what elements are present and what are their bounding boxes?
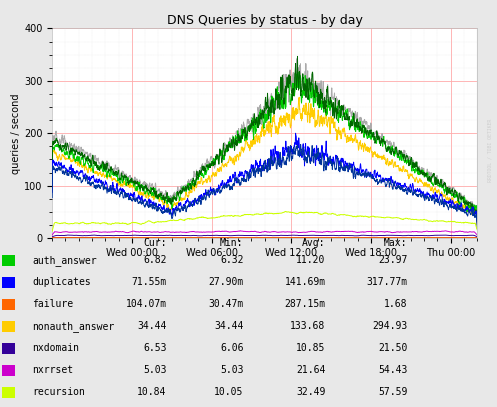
Text: 34.44: 34.44	[214, 322, 244, 331]
Text: 6.06: 6.06	[220, 344, 244, 353]
Text: 57.59: 57.59	[378, 387, 408, 397]
Text: 317.77m: 317.77m	[366, 278, 408, 287]
Text: Cur:: Cur:	[143, 238, 166, 248]
Text: 133.68: 133.68	[290, 322, 326, 331]
Text: 11.20: 11.20	[296, 256, 326, 265]
Text: 6.82: 6.82	[143, 256, 166, 265]
Text: 141.69m: 141.69m	[284, 278, 326, 287]
Y-axis label: queries / second: queries / second	[11, 93, 21, 173]
Text: 6.53: 6.53	[143, 344, 166, 353]
Text: 104.07m: 104.07m	[125, 300, 166, 309]
Text: 27.90m: 27.90m	[208, 278, 244, 287]
Text: duplicates: duplicates	[32, 278, 91, 287]
Text: nxdomain: nxdomain	[32, 344, 80, 353]
Text: recursion: recursion	[32, 387, 85, 397]
Text: 294.93: 294.93	[372, 322, 408, 331]
Text: auth_answer: auth_answer	[32, 255, 97, 266]
Text: 30.47m: 30.47m	[208, 300, 244, 309]
Text: 5.03: 5.03	[143, 365, 166, 375]
Text: 21.50: 21.50	[378, 344, 408, 353]
Text: 71.55m: 71.55m	[131, 278, 166, 287]
Text: Avg:: Avg:	[302, 238, 326, 248]
Text: 10.84: 10.84	[137, 387, 166, 397]
Text: Min:: Min:	[220, 238, 244, 248]
Text: 21.64: 21.64	[296, 365, 326, 375]
Text: 287.15m: 287.15m	[284, 300, 326, 309]
Text: RRDTOOL / TOBI OETIKER: RRDTOOL / TOBI OETIKER	[487, 119, 492, 182]
Text: nxrrset: nxrrset	[32, 365, 74, 375]
Text: 10.05: 10.05	[214, 387, 244, 397]
Text: 5.03: 5.03	[220, 365, 244, 375]
Text: 23.97: 23.97	[378, 256, 408, 265]
Text: failure: failure	[32, 300, 74, 309]
Text: nonauth_answer: nonauth_answer	[32, 321, 114, 332]
Text: 6.32: 6.32	[220, 256, 244, 265]
Text: 34.44: 34.44	[137, 322, 166, 331]
Text: 1.68: 1.68	[384, 300, 408, 309]
Title: DNS Queries by status - by day: DNS Queries by status - by day	[166, 14, 363, 27]
Text: Max:: Max:	[384, 238, 408, 248]
Text: 54.43: 54.43	[378, 365, 408, 375]
Text: 32.49: 32.49	[296, 387, 326, 397]
Text: 10.85: 10.85	[296, 344, 326, 353]
